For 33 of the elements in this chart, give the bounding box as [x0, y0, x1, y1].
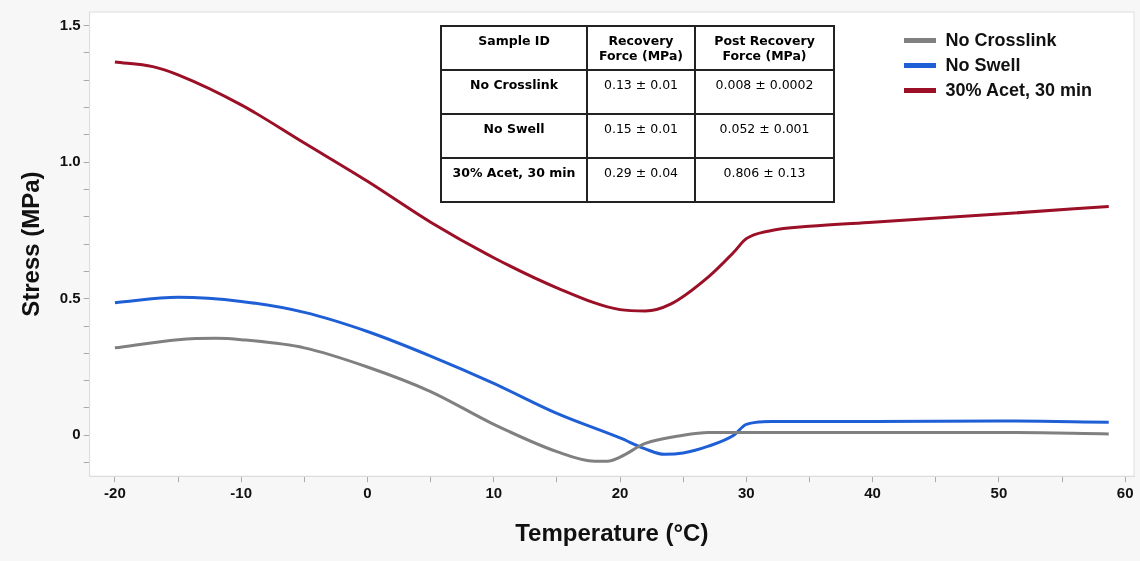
x-tick-label: 20	[611, 484, 629, 502]
annotation: Sample ID	[441, 26, 587, 70]
line-series	[113, 295, 1111, 456]
annotation: Post Recovery Force (MPa)	[695, 26, 834, 70]
x-tick-label: -20	[104, 484, 126, 502]
annotation: 0.13 ± 0.01	[587, 70, 695, 114]
legend-label: 30% Acet, 30 min	[945, 80, 1092, 101]
legend-label: No Crosslink	[945, 30, 1057, 51]
annotation: 0.052 ± 0.001	[695, 114, 834, 158]
annotation: 0.806 ± 0.13	[695, 158, 834, 202]
x-axis-title: Temperature (°C)	[515, 519, 709, 547]
annotation: 0.29 ± 0.04	[587, 158, 695, 202]
annotation: No Swell	[441, 114, 587, 158]
line-series	[113, 336, 1111, 463]
x-tick-label: 30	[737, 484, 755, 502]
x-tick-label: 60	[1116, 484, 1134, 502]
legend-label: No Swell	[945, 55, 1021, 76]
x-tick-label: 0	[363, 484, 372, 502]
annotation: 30% Acet, 30 min	[441, 158, 587, 202]
y-tick-label: 1.0	[59, 152, 81, 170]
x-tick-label: -10	[230, 484, 253, 502]
y-tick-label: 0	[72, 425, 81, 443]
x-tick-label: 40	[864, 484, 881, 502]
y-tick-label: 1.5	[59, 15, 81, 33]
y-tick-label: 0.5	[59, 288, 81, 306]
line-series	[113, 60, 1111, 313]
annotation: No Crosslink	[441, 70, 587, 114]
y-axis-title: Stress (MPa)	[17, 171, 45, 317]
annotation: Recovery Force (MPa)	[587, 26, 695, 70]
x-tick-label: 50	[990, 484, 1008, 502]
annotation: 0.008 ± 0.0002	[695, 70, 834, 114]
annotation: 0.15 ± 0.01	[587, 114, 695, 158]
x-tick-label: 10	[485, 484, 503, 502]
